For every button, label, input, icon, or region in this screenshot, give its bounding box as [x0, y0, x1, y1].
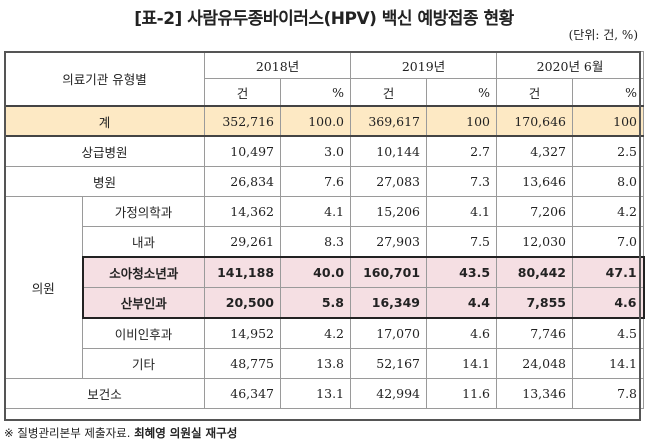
cell: 46,347 — [204, 378, 282, 409]
hpv-vaccination-table: 의료기관 유형별 2018년 2019년 2020년 6월 건 % 건 % 건 … — [3, 51, 645, 409]
cell: 3.0 — [280, 135, 352, 167]
row-label: 소아청소년과 — [81, 256, 206, 288]
header-category: 의료기관 유형별 — [3, 51, 206, 107]
cell: 20,500 — [204, 287, 282, 319]
cell: 14.1 — [572, 348, 645, 379]
header-row-years: 의료기관 유형별 2018년 2019년 2020년 6월 — [3, 51, 645, 107]
table-row-internal: 내과 29,261 8.3 27,903 7.5 12,030 7.0 — [5, 226, 645, 258]
cell: 352,716 — [204, 105, 282, 137]
cell: 17,070 — [350, 317, 428, 349]
unit-note: (단위: 건, %) — [568, 28, 638, 42]
cell: 10,497 — [204, 135, 282, 167]
cell: 27,903 — [350, 226, 428, 258]
cell: 7.5 — [426, 226, 498, 258]
cell: 7,855 — [496, 287, 574, 319]
header-row-units: 건 % 건 % 건 % — [5, 78, 645, 107]
cell: 29,261 — [204, 226, 282, 258]
cell: 4,327 — [496, 135, 574, 167]
header-pct: % — [572, 78, 645, 107]
table-row-pediatric: 소아청소년과 141,188 40.0 160,701 43.5 80,442 … — [5, 256, 645, 288]
cell: 13.1 — [280, 378, 352, 409]
row-label: 기타 — [81, 348, 206, 379]
header-count: 건 — [350, 78, 428, 107]
row-label: 보건소 — [3, 378, 206, 409]
cell: 13,346 — [496, 378, 574, 409]
header-pct: % — [280, 78, 352, 107]
cell: 141,188 — [204, 256, 282, 288]
table-title: [표-2] 사람유두종바이러스(HPV) 백신 예방접종 현황 — [134, 9, 514, 29]
cell: 100.0 — [280, 105, 352, 137]
cell: 7.3 — [426, 166, 498, 197]
cell: 12,030 — [496, 226, 574, 258]
cell: 100 — [572, 105, 645, 137]
row-label: 이비인후과 — [81, 317, 206, 349]
cell: 4.4 — [426, 287, 498, 319]
cell: 16,349 — [350, 287, 428, 319]
cell: 7,746 — [496, 317, 574, 349]
cell: 52,167 — [350, 348, 428, 379]
cell: 13,646 — [496, 166, 574, 197]
cell: 27,083 — [350, 166, 428, 197]
cell: 80,442 — [496, 256, 574, 288]
cell: 7.0 — [572, 226, 645, 258]
header-count: 건 — [496, 78, 574, 107]
cell: 24,048 — [496, 348, 574, 379]
row-label: 상급병원 — [3, 135, 206, 167]
table-row-obgyn: 산부인과 20,500 5.8 16,349 4.4 7,855 4.6 — [5, 287, 645, 319]
table-row-ent: 이비인후과 14,952 4.2 17,070 4.6 7,746 4.5 — [5, 317, 645, 349]
cell: 4.6 — [426, 317, 498, 349]
cell: 40.0 — [280, 256, 352, 288]
source-footnote: ※ 질병관리본부 제출자료. 최혜영 의원실 재구성 — [4, 425, 237, 441]
cell: 42,994 — [350, 378, 428, 409]
cell: 5.8 — [280, 287, 352, 319]
cell: 43.5 — [426, 256, 498, 288]
header-count: 건 — [204, 78, 282, 107]
header-year-2020: 2020년 6월 — [496, 51, 645, 79]
footnote-note: 최혜영 의원실 재구성 — [134, 426, 238, 440]
cell: 26,834 — [204, 166, 282, 197]
table-row-other: 기타 48,775 13.8 52,167 14.1 24,048 14.1 — [5, 348, 645, 379]
cell: 4.6 — [572, 287, 645, 319]
cell: 369,617 — [350, 105, 428, 137]
cell: 11.6 — [426, 378, 498, 409]
cell: 2.7 — [426, 135, 498, 167]
table-row-family: 의원 가정의학과 14,362 4.1 15,206 4.1 7,206 4.2 — [4, 196, 645, 379]
cell: 2.5 — [572, 135, 645, 167]
cell: 4.2 — [280, 317, 352, 349]
cell: 4.1 — [426, 196, 498, 227]
row-label: 내과 — [81, 226, 206, 258]
footnote-source: ※ 질병관리본부 제출자료. — [4, 426, 131, 440]
cell: 15,206 — [350, 196, 428, 227]
table-row-tertiary: 상급병원 10,497 3.0 10,144 2.7 4,327 2.5 — [3, 135, 645, 167]
cell: 7.8 — [572, 378, 645, 409]
row-label: 병원 — [3, 166, 206, 197]
cell: 7.6 — [280, 166, 352, 197]
cell: 10,144 — [350, 135, 428, 167]
cell: 4.2 — [572, 196, 645, 227]
cell: 14,952 — [204, 317, 282, 349]
cell: 100 — [426, 105, 498, 137]
table-row-health-center: 보건소 46,347 13.1 42,994 11.6 13,346 7.8 — [3, 378, 645, 409]
cell: 170,646 — [496, 105, 574, 137]
cell: 14,362 — [204, 196, 282, 227]
cell: 8.3 — [280, 226, 352, 258]
cell: 47.1 — [572, 256, 645, 288]
cell: 13.8 — [280, 348, 352, 379]
header-year-2018: 2018년 — [204, 51, 352, 79]
table-row-hospital: 병원 26,834 7.6 27,083 7.3 13,646 8.0 — [3, 166, 645, 197]
cell: 4.5 — [572, 317, 645, 349]
cell: 160,701 — [350, 256, 428, 288]
cell: 4.1 — [280, 196, 352, 227]
header-year-2019: 2019년 — [350, 51, 498, 79]
cell: 14.1 — [426, 348, 498, 379]
row-label: 가정의학과 — [81, 196, 206, 227]
row-label: 산부인과 — [81, 287, 206, 319]
header-pct: % — [426, 78, 498, 107]
table-row-total: 계 352,716 100.0 369,617 100 170,646 100 — [3, 105, 645, 137]
cell: 7,206 — [496, 196, 574, 227]
clinic-group-label: 의원 — [4, 196, 83, 379]
row-label: 계 — [3, 105, 206, 137]
cell: 8.0 — [572, 166, 645, 197]
cell: 48,775 — [204, 348, 282, 379]
